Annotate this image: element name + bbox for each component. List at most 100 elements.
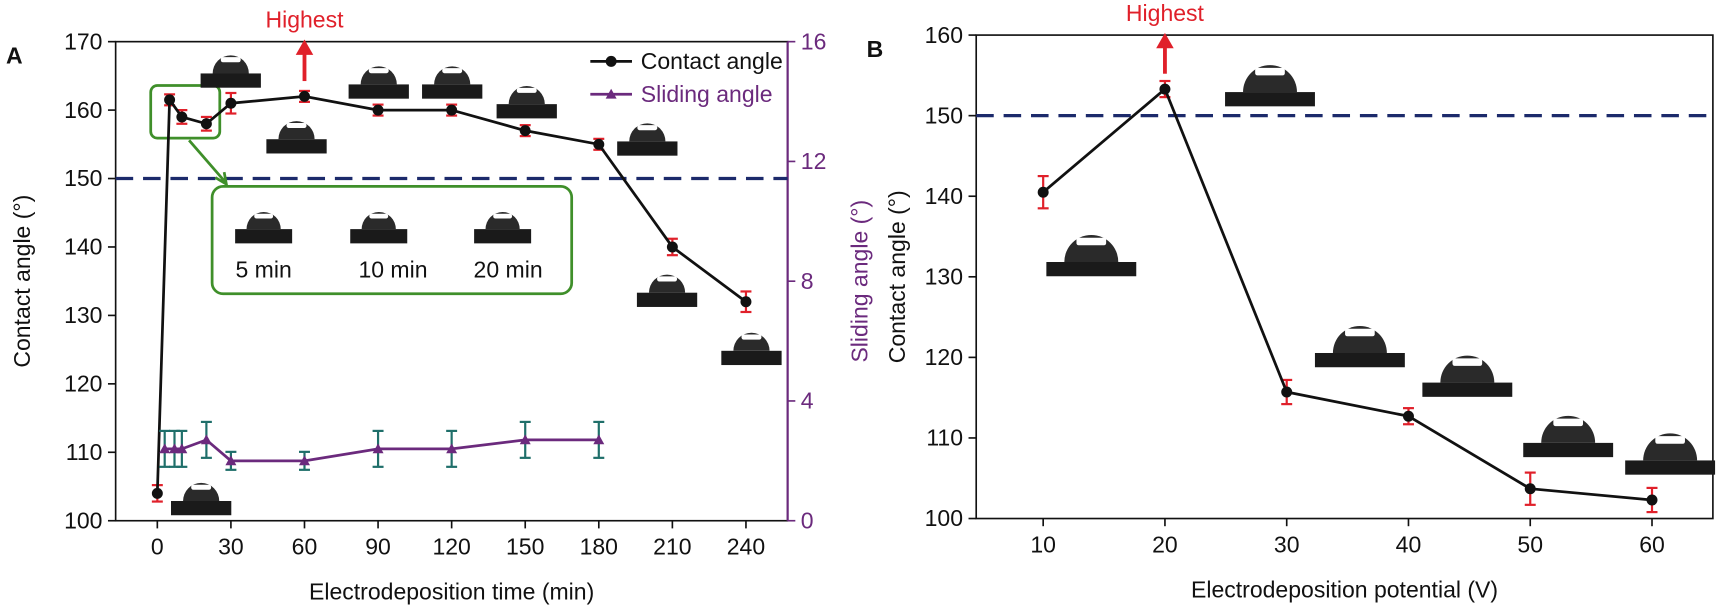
data-point [169, 443, 180, 454]
substrate [171, 500, 232, 516]
droplet-highlight [493, 213, 513, 219]
droplet-icon [496, 86, 557, 119]
data-point [666, 241, 678, 253]
substrate [474, 229, 532, 244]
x-tick-label: 20 [1152, 532, 1178, 558]
series-line [164, 438, 599, 463]
substrate [235, 229, 293, 244]
panel-label: A [6, 43, 23, 69]
droplet-highlight [369, 213, 389, 219]
annotation-arrowhead [295, 39, 314, 55]
droplet-highlight [1655, 436, 1685, 444]
substrate [200, 73, 261, 88]
data-point [519, 434, 531, 445]
droplet-icon [1225, 65, 1315, 107]
data-point [1037, 186, 1049, 198]
data-point [593, 138, 605, 150]
data-point [372, 104, 384, 116]
legend-marker [605, 88, 617, 99]
droplet-icon [617, 123, 678, 156]
droplet-highlight [637, 125, 658, 131]
droplet-highlight [286, 122, 307, 129]
substrate [1422, 382, 1513, 397]
droplet-highlight [1076, 237, 1107, 246]
y2-tick-label: 0 [801, 507, 814, 533]
data-point [1159, 83, 1171, 95]
y-tick-label: 120 [925, 344, 963, 370]
droplet-icon [200, 55, 261, 88]
droplet-highlight [1255, 67, 1285, 76]
legend-marker [605, 55, 617, 67]
y-tick-label: 170 [64, 28, 102, 54]
data-point [176, 443, 188, 454]
droplet-icon [348, 66, 409, 99]
data-point [164, 94, 176, 106]
inset-label: 20 min [474, 256, 543, 282]
data-point [225, 97, 237, 109]
data-point [740, 296, 752, 308]
y2-tick-label: 8 [801, 268, 814, 294]
substrate [1523, 442, 1614, 458]
data-point [200, 434, 212, 445]
legend-label: Contact angle [641, 48, 783, 74]
droplet-highlight [516, 87, 537, 93]
data-point [519, 125, 531, 137]
x-tick-label: 150 [506, 534, 544, 560]
droplet-highlight [1452, 358, 1483, 366]
droplet-icon [636, 274, 698, 307]
y-tick-label: 100 [64, 507, 102, 533]
substrate [496, 104, 557, 119]
y2-tick-label: 16 [801, 28, 827, 54]
substrate [1225, 92, 1315, 107]
substrate [266, 139, 327, 154]
y-axis-label: Contact angle (°) [884, 190, 910, 363]
inset-arrow [188, 139, 229, 187]
droplet-highlight [254, 213, 274, 219]
data-point [1281, 386, 1293, 398]
droplet-icon [1523, 415, 1614, 458]
x-tick-label: 30 [218, 534, 244, 560]
substrate [617, 141, 678, 156]
y-tick-label: 150 [64, 165, 102, 191]
y-tick-label: 160 [64, 97, 102, 123]
substrate [721, 350, 782, 366]
substrate [348, 84, 409, 99]
x-axis-label: Electrodeposition potential (V) [1191, 576, 1498, 602]
droplet-highlight [1345, 328, 1375, 337]
droplet-icon [235, 212, 293, 244]
y-tick-label: 130 [64, 302, 102, 328]
data-point [1646, 494, 1658, 506]
droplet-icon [721, 332, 782, 366]
data-point [200, 118, 212, 130]
y-tick-label: 160 [925, 22, 963, 48]
droplet-icon [474, 212, 532, 244]
x-tick-label: 0 [151, 534, 164, 560]
y-tick-label: 130 [925, 263, 963, 289]
y2-axis-label: Sliding angle (°) [847, 200, 873, 363]
x-tick-label: 40 [1396, 532, 1422, 558]
droplet-icon [1625, 433, 1716, 475]
x-tick-label: 60 [1639, 532, 1665, 558]
y-tick-label: 140 [64, 234, 102, 260]
x-tick-label: 240 [727, 534, 765, 560]
annotation-arrowhead [1156, 32, 1174, 49]
x-tick-label: 50 [1517, 532, 1543, 558]
data-point [159, 443, 171, 454]
x-tick-label: 60 [292, 534, 318, 560]
annotation-text: Highest [1126, 0, 1205, 26]
substrate [422, 84, 483, 99]
y-axis-label: Contact angle (°) [9, 195, 35, 368]
data-point [176, 111, 188, 123]
panel-label: B [867, 36, 884, 62]
data-point [151, 487, 163, 499]
droplet-icon [1422, 355, 1513, 397]
data-point [446, 104, 458, 116]
annotation-text: Highest [265, 6, 344, 32]
droplet-icon [350, 212, 408, 244]
x-tick-label: 90 [365, 534, 391, 560]
data-point [299, 90, 310, 102]
x-tick-label: 210 [653, 534, 691, 560]
droplet-icon [422, 66, 483, 99]
substrate [350, 229, 408, 244]
